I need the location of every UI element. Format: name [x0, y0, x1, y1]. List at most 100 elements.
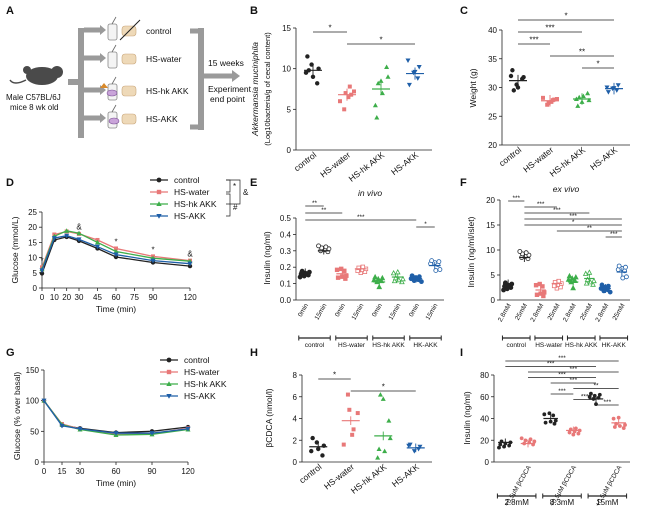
panel-b-point: [372, 102, 378, 108]
panel-b-point: [352, 89, 356, 94]
panel-d-sig-mark: *: [40, 256, 43, 265]
panel-e-point: [334, 267, 340, 273]
panel-f-y-tick-label: 10: [486, 246, 495, 255]
panel-h-point: [386, 418, 392, 423]
panel-d-legend-marker: [156, 177, 162, 183]
panel-d-legend-marker: [156, 189, 162, 195]
panel-b-point: [342, 107, 347, 112]
panel-d-sig-mark: &: [187, 250, 193, 259]
panel-e-point: [360, 264, 366, 270]
panel-letter-h: H: [250, 347, 258, 359]
a-group-control: control: [146, 26, 172, 36]
panel-f-sig-label: ***: [569, 213, 577, 220]
panel-h-x-tick-label: control: [297, 462, 323, 486]
panel-letter-b: B: [250, 5, 258, 17]
panel-i-y-label: Insulin (ng/ml): [462, 391, 472, 445]
panel-c-y-tick-label: 30: [488, 84, 497, 93]
panel-f-group-label: HS-hk AKK: [565, 342, 598, 349]
panel-d-x-tick-label: 75: [130, 293, 139, 302]
panel-g-point: [59, 423, 65, 429]
panel-h-point: [320, 453, 325, 458]
panel-g-series-line: [43, 400, 189, 434]
panel-i-group-label: 8.3mM: [550, 498, 575, 507]
panel-h-y-tick-label: 4: [293, 415, 298, 424]
panel-e-y-tick-label: 0.3: [280, 247, 292, 256]
panel-g-legend-marker: [166, 357, 172, 363]
panel-e-x-tick-label: 15min: [425, 302, 440, 321]
panel-b-y-tick-label: 15: [282, 24, 291, 33]
panel-g-x-tick-label: 120: [181, 467, 195, 476]
panel-c-sig-label: *: [564, 12, 567, 21]
panel-d-bracket-label: #: [233, 203, 238, 212]
panel-f-x-tick-label: 2.8mM: [529, 303, 545, 324]
panel-letter-g: G: [6, 347, 15, 359]
panel-d-legend-label: HS-hk AKK: [174, 199, 217, 209]
mouse-icon: [9, 66, 63, 85]
panel-b-y-label-2: (Log10bacteria/g of cecal content): [263, 32, 272, 146]
panel-f-y-tick-label: 15: [486, 221, 495, 230]
panel-h-y-tick-label: 8: [293, 371, 298, 380]
panel-g-legend-label: HS-hk AKK: [184, 379, 227, 389]
panel-d-legend-marker: [156, 214, 162, 219]
panel-i-sig-label: ***: [558, 388, 566, 395]
panel-g-series-line: [43, 400, 189, 434]
panel-c-y-tick-label: 40: [488, 26, 497, 35]
panel-f-point: [566, 272, 573, 279]
panel-h-point: [341, 442, 346, 447]
panel-i-point: [523, 438, 528, 443]
panel-d-x-label: Time (min): [96, 304, 136, 314]
panel-f-group-label: HK-AKK: [602, 342, 627, 349]
panel-f-x-tick-label: 25mM: [579, 303, 594, 322]
panel-c-point: [576, 94, 582, 100]
panel-g-legend-label: control: [184, 355, 210, 365]
panel-c-point: [521, 74, 526, 80]
panel-d-point: [64, 228, 70, 233]
panel-i-point: [552, 421, 557, 426]
panel-g-y-tick-label: 50: [30, 427, 39, 436]
panel-f-point: [591, 277, 597, 284]
panel-i-sig-label: ***: [558, 355, 566, 362]
panel-f-y-tick-label: 0: [491, 296, 496, 305]
panel-g-x-tick-label: 30: [76, 467, 85, 476]
panel-i-sig-label: ***: [558, 371, 566, 378]
panel-d-series-line: [41, 235, 191, 271]
panel-g-y-tick-label: 0: [35, 458, 40, 467]
panel-d-legend-bracket: [226, 179, 241, 205]
panel-i-y-tick-label: 80: [480, 371, 489, 380]
panel-d-y-label: Glucose (mmol/L): [10, 216, 20, 283]
panel-g-x-tick-label: 60: [112, 467, 121, 476]
panel-d-sig-mark: *: [151, 245, 154, 254]
panel-c-sig-label: *: [596, 60, 599, 69]
panel-i-point: [497, 445, 501, 450]
panel-c-y-label: Weight (g): [468, 68, 478, 107]
panel-e-y-label: Insulin (ng/ml): [262, 231, 272, 285]
panel-i-point: [623, 423, 627, 427]
panel-f-sig-label: *: [572, 219, 575, 226]
panel-f-point: [586, 269, 593, 275]
panel-b-point: [385, 74, 391, 79]
panel-b-point: [406, 82, 412, 88]
panel-i-sig-label: ***: [570, 366, 578, 373]
panel-g-x-tick-label: 90: [148, 467, 157, 476]
panel-h-point: [350, 432, 355, 437]
panel-e-point: [394, 268, 401, 275]
panel-h-y-tick-label: 6: [293, 393, 298, 402]
panel-d-x-tick-label: 45: [93, 293, 102, 302]
panel-d-legend-label: control: [174, 175, 200, 185]
mouse-label-line2: mice 8 wk old: [10, 103, 58, 112]
panel-e-point: [436, 259, 442, 265]
panel-i-point: [528, 437, 533, 442]
panel-e-x-tick-label: 0min: [297, 302, 310, 318]
panel-e-point: [376, 283, 383, 290]
panel-b-point: [384, 64, 390, 70]
panel-f-point: [572, 274, 579, 280]
panel-c-sig-label: ***: [545, 24, 554, 33]
panel-f-point: [599, 282, 605, 288]
panel-letter-c: C: [460, 5, 468, 17]
panel-c-point: [510, 68, 515, 73]
panel-i-sig-label: ***: [604, 399, 612, 406]
panel-c-point: [515, 85, 521, 90]
panel-d-legend-label: HS-AKK: [174, 211, 206, 221]
